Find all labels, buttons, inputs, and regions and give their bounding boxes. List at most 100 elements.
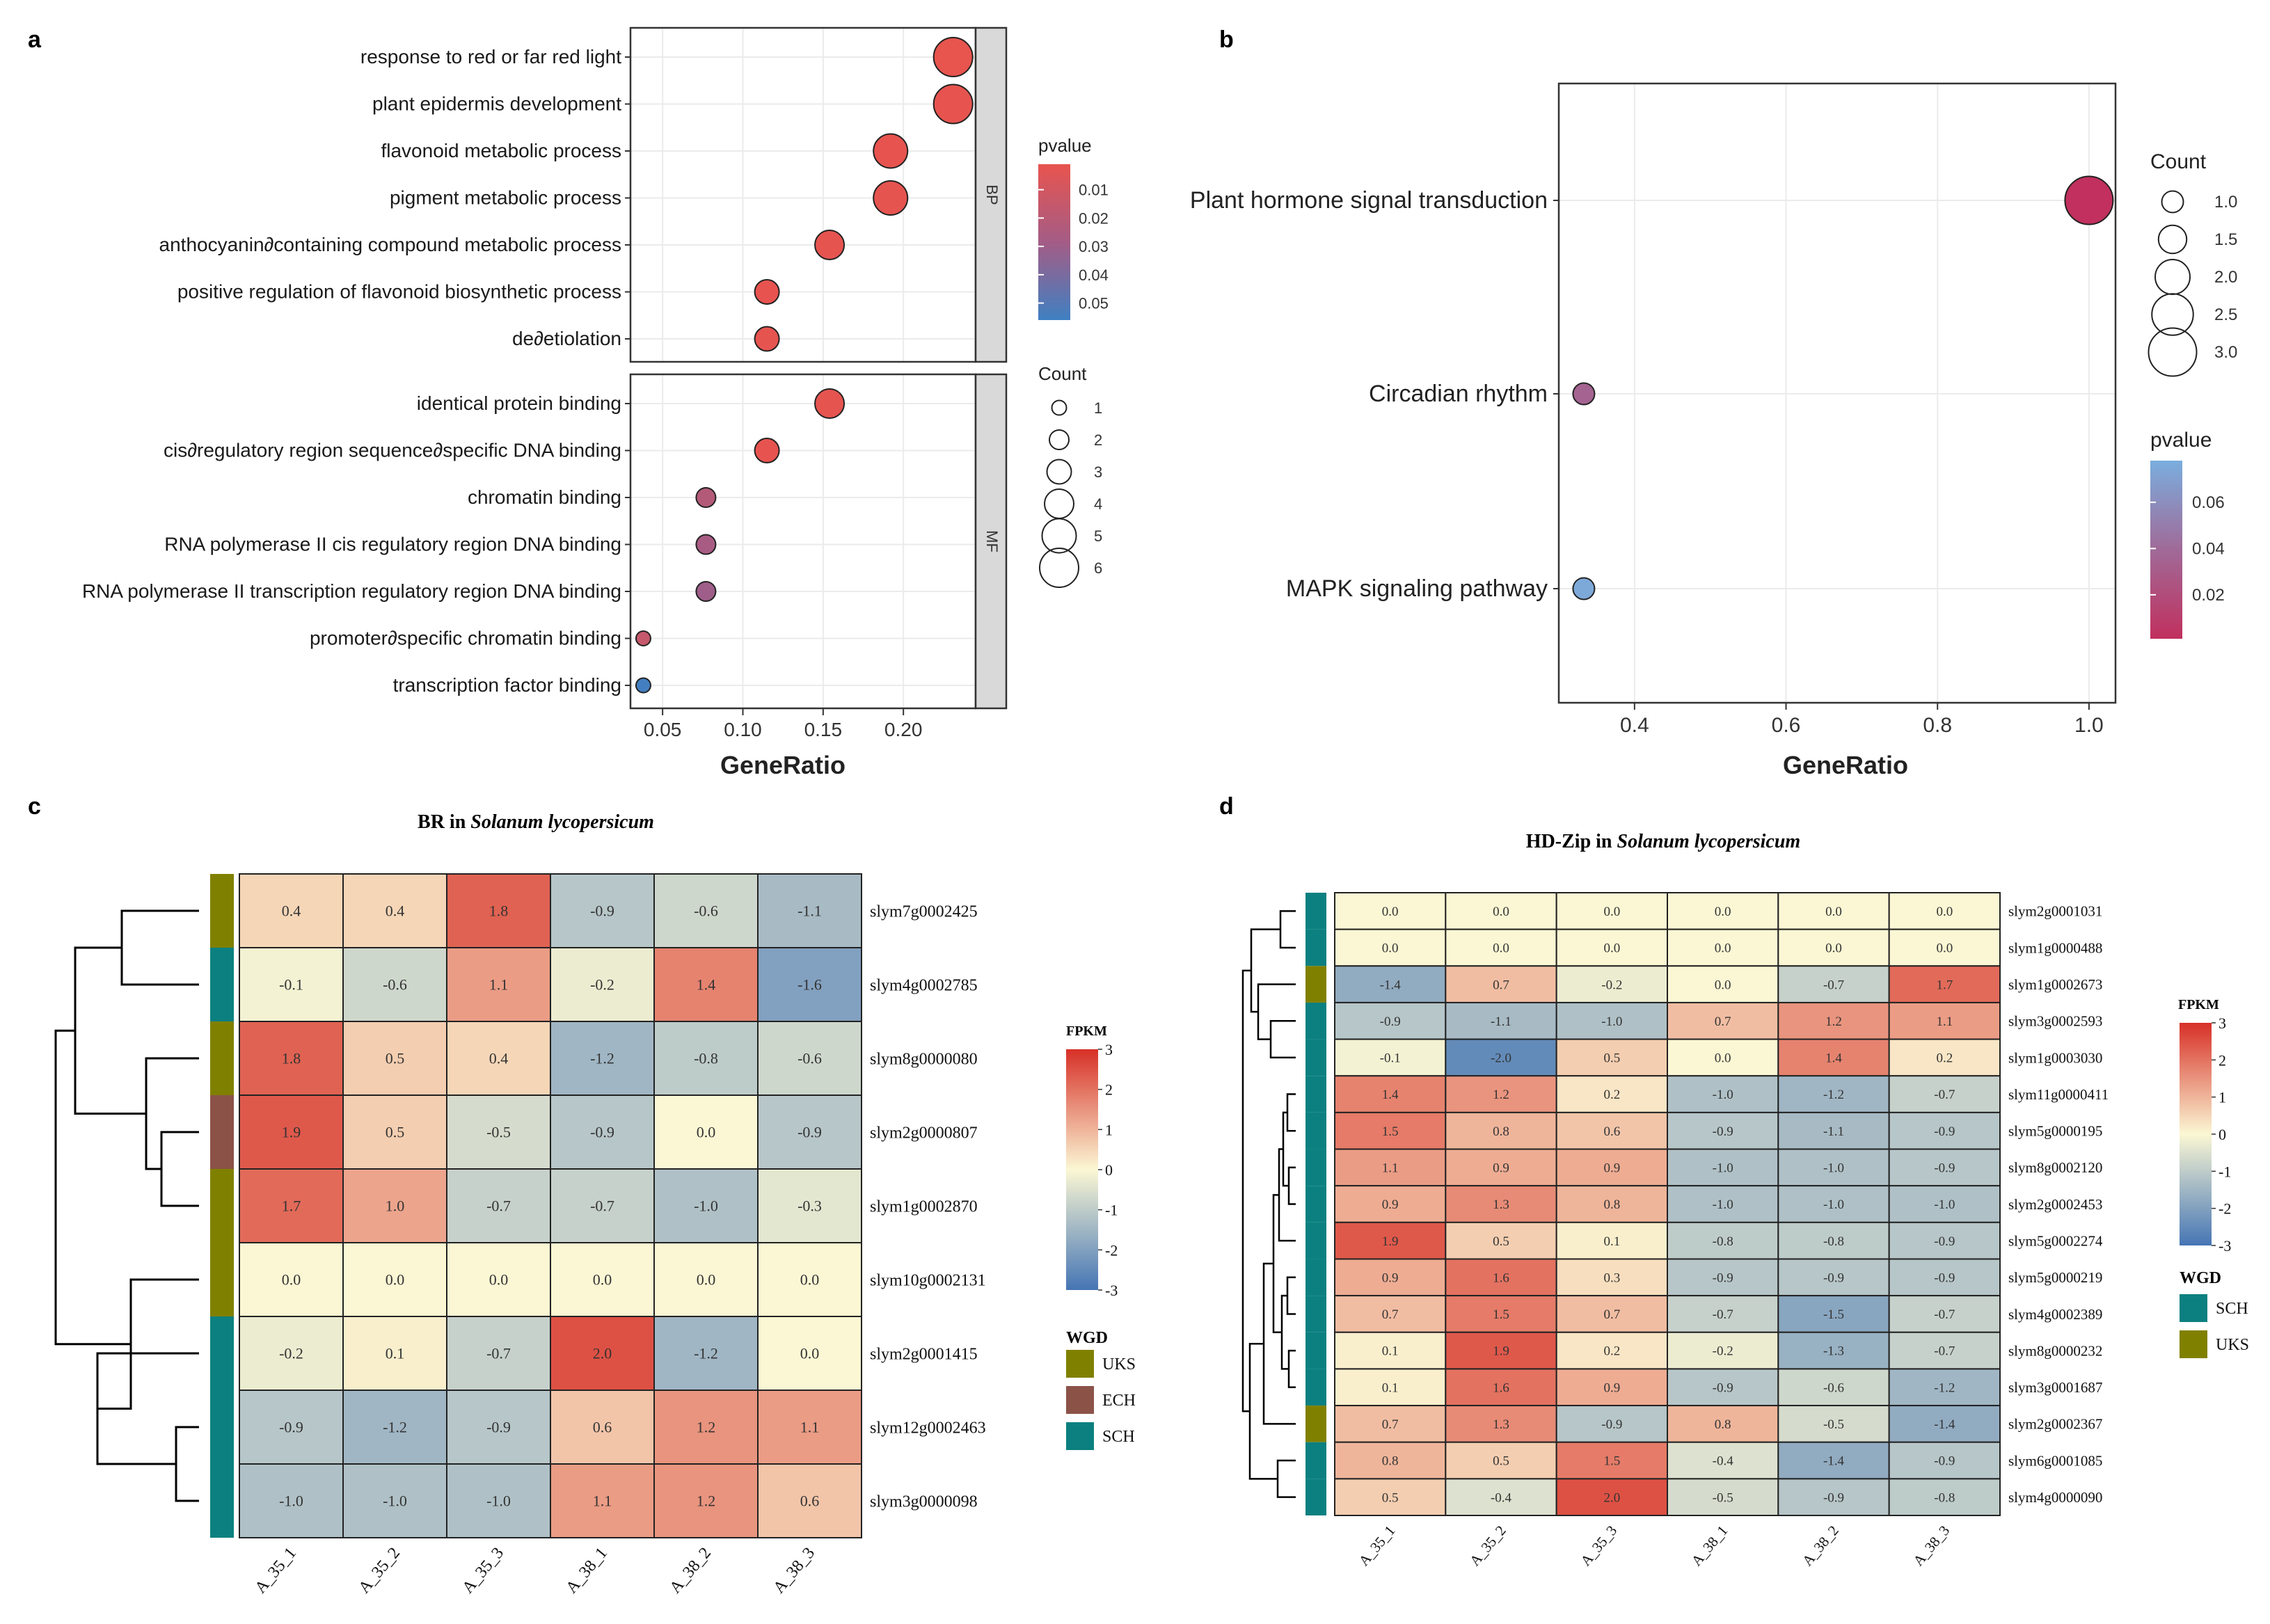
d-cell-value: 1.9 bbox=[1382, 1234, 1399, 1249]
panel-a-points bbox=[635, 37, 974, 694]
d-cell-value: -1.3 bbox=[1823, 1344, 1844, 1359]
panel-d-gene-labels: slym2g0001031 slym1g0000488 slym1g0002673 s… bbox=[2008, 903, 2109, 1506]
d-heatmap-cell bbox=[1888, 1441, 2001, 1480]
d-cell-value: 0.2 bbox=[1936, 1051, 1953, 1066]
d-cell-value: -0.7 bbox=[1934, 1344, 1955, 1359]
panel-b-pvalue-tick-label: 0.06 bbox=[2192, 493, 2225, 512]
c-cell-value: -0.2 bbox=[590, 976, 614, 994]
panel-b-xlabel: GeneRatio bbox=[1783, 751, 1908, 779]
c-wgd-cell bbox=[210, 1390, 234, 1464]
d-heatmap-cell bbox=[1555, 1148, 1669, 1187]
d-fpkm-tick-label: -3 bbox=[2219, 1237, 2231, 1255]
c-cell-value: 0.0 bbox=[800, 1271, 820, 1289]
c-heatmap-cell bbox=[446, 1390, 551, 1465]
c-heatmap-cell bbox=[550, 947, 655, 1022]
panel-b-term-labels: Plant hormone signal transduction Circadi… bbox=[1190, 187, 1559, 602]
panel-a-count-title: Count bbox=[1038, 363, 1087, 384]
d-column-label: A_35_3 bbox=[1577, 1522, 1620, 1569]
c-column-label: A_38_3 bbox=[770, 1544, 818, 1597]
c-heatmap-cell bbox=[757, 873, 862, 948]
d-cell-value: 0.0 bbox=[1493, 905, 1509, 919]
d-wgd-cell bbox=[1305, 1442, 1326, 1479]
d-gene-label: slym3g0001687 bbox=[2008, 1379, 2102, 1396]
c-cell-value: 1.8 bbox=[282, 1050, 301, 1067]
d-gene-label: slym1g0003030 bbox=[2008, 1049, 2102, 1066]
panel-a-term-label: chromatin binding bbox=[468, 486, 621, 508]
c-cell-value: -0.9 bbox=[486, 1419, 511, 1436]
d-gene-label: slym11g0000411 bbox=[2008, 1086, 2109, 1103]
panel-b-count-label: 2.5 bbox=[2214, 305, 2237, 324]
d-cell-value: 0.0 bbox=[1936, 941, 1953, 956]
panel-d-dendrogram-branch bbox=[1286, 1276, 1296, 1315]
d-wgd-cell bbox=[1305, 966, 1326, 1003]
d-cell-value: 1.4 bbox=[1382, 1088, 1399, 1102]
panel-a-x-tick-label: 0.10 bbox=[724, 719, 762, 740]
d-wgd-cell bbox=[1305, 1186, 1326, 1223]
d-heatmap-cell bbox=[1334, 1221, 1447, 1260]
d-heatmap-cell bbox=[1555, 1478, 1669, 1517]
d-heatmap-cell bbox=[1445, 1075, 1557, 1113]
panel-a-term-label: positive regulation of flavonoid biosynt… bbox=[177, 281, 621, 303]
d-heatmap-cell bbox=[1667, 1185, 1779, 1223]
c-wgd-cell bbox=[210, 1243, 234, 1316]
facet-bp-strip bbox=[974, 26, 1008, 363]
c-cell-value: 2.0 bbox=[593, 1345, 612, 1362]
panel-b-count-key bbox=[2161, 190, 2184, 214]
c-column-label: A_35_2 bbox=[355, 1544, 404, 1597]
c-cell-value: -0.9 bbox=[590, 1124, 614, 1141]
c-cell-value: -0.8 bbox=[694, 1050, 718, 1067]
d-cell-value: -2.0 bbox=[1491, 1051, 1511, 1066]
d-heatmap-cell bbox=[1888, 1478, 2001, 1517]
c-heatmap-cell bbox=[757, 1021, 862, 1096]
d-cell-value: -0.9 bbox=[1934, 1454, 1955, 1469]
panel-a-count-key bbox=[1044, 488, 1074, 519]
c-wgd-legend-swatch bbox=[1066, 1350, 1094, 1378]
d-cell-value: 0.9 bbox=[1603, 1380, 1620, 1395]
panel-a-pvalue-tick-label: 0.03 bbox=[1079, 238, 1109, 255]
panel-a-point bbox=[754, 326, 780, 352]
d-cell-value: -0.1 bbox=[1380, 1051, 1401, 1066]
panel-c-fpkm-colorbar bbox=[1066, 1049, 1098, 1290]
d-cell-value: -1.0 bbox=[1934, 1197, 1955, 1212]
d-heatmap-cell bbox=[1667, 892, 1779, 930]
d-gene-label: slym1g0002673 bbox=[2008, 976, 2102, 993]
d-heatmap-cell bbox=[1888, 1221, 2001, 1260]
d-cell-value: 0.5 bbox=[1603, 1051, 1620, 1066]
c-gene-label: slym8g0000080 bbox=[870, 1050, 978, 1068]
panel-a-point bbox=[695, 487, 717, 508]
d-cell-value: 0.9 bbox=[1382, 1271, 1399, 1285]
d-heatmap-cell bbox=[1334, 1405, 1447, 1443]
c-wgd-cell bbox=[210, 1021, 234, 1095]
d-heatmap-cell bbox=[1445, 965, 1557, 1003]
c-gene-label: slym1g0002870 bbox=[870, 1197, 978, 1216]
d-wgd-legend-swatch bbox=[2180, 1294, 2207, 1322]
d-heatmap-cell bbox=[1445, 1148, 1557, 1187]
d-gene-label: slym4g0002389 bbox=[2008, 1306, 2102, 1323]
panel-a-term-label: pigment metabolic process bbox=[390, 187, 621, 209]
d-cell-value: 0.0 bbox=[1382, 941, 1399, 956]
d-cell-value: 0.3 bbox=[1603, 1271, 1620, 1285]
d-heatmap-cell bbox=[1555, 1185, 1669, 1223]
c-fpkm-tick-label: -1 bbox=[1105, 1202, 1118, 1219]
c-cell-value: 0.4 bbox=[282, 902, 301, 920]
c-cell-value: 1.9 bbox=[282, 1124, 301, 1141]
d-wgd-cell bbox=[1305, 1222, 1326, 1259]
panel-b-x-tick-label: 0.4 bbox=[1620, 714, 1649, 737]
d-fpkm-tick-label: -1 bbox=[2219, 1163, 2231, 1180]
d-heatmap-cell bbox=[1888, 928, 2001, 967]
c-heatmap-cell bbox=[757, 1316, 862, 1391]
panel-d-dendrogram-branch bbox=[1241, 969, 1251, 1412]
c-cell-value: -1.6 bbox=[797, 976, 822, 994]
d-fpkm-tick-label: 3 bbox=[2219, 1014, 2226, 1032]
c-heatmap-cell bbox=[239, 1021, 344, 1096]
d-wgd-legend-label: SCH bbox=[2216, 1300, 2248, 1318]
d-gene-label: slym3g0002593 bbox=[2008, 1013, 2102, 1030]
c-gene-label: slym2g0000807 bbox=[870, 1124, 978, 1142]
panel-a-count-label: 5 bbox=[1094, 527, 1102, 545]
c-fpkm-tick-label: 3 bbox=[1105, 1041, 1113, 1058]
d-heatmap-cell bbox=[1888, 892, 2001, 930]
d-wgd-cell bbox=[1305, 1112, 1326, 1149]
panel-a-pvalue-tick-label: 0.01 bbox=[1079, 182, 1109, 199]
panel-b-count-legend: 1.0 1.5 2.0 2.5 3.0 bbox=[2148, 190, 2237, 377]
d-heatmap-cell bbox=[1334, 1478, 1447, 1517]
